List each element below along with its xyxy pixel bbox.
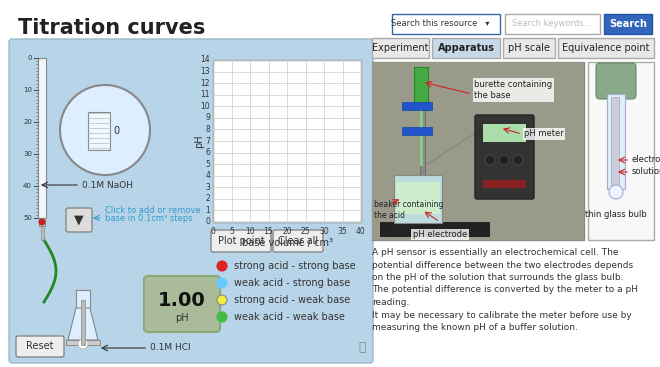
Text: 1.00: 1.00 [158, 291, 206, 309]
Text: ▼: ▼ [74, 214, 84, 226]
Bar [420, 67, 425, 223]
Text: strong acid - weak base: strong acid - weak base [234, 295, 350, 305]
Text: 2: 2 [205, 195, 210, 203]
Circle shape [38, 218, 46, 225]
Text: 0.1M NaOH: 0.1M NaOH [82, 181, 133, 189]
Text: Reset: Reset [26, 341, 53, 351]
Bar [38, 58, 46, 218]
Bar [483, 180, 526, 188]
Text: 40: 40 [356, 227, 366, 236]
Text: Search this resource   ▾: Search this resource ▾ [391, 19, 489, 29]
Text: 30: 30 [319, 227, 329, 236]
Text: strong acid - strong base: strong acid - strong base [234, 261, 356, 271]
Text: 3: 3 [205, 183, 210, 192]
Text: 5: 5 [229, 227, 234, 236]
Bar [503, 38, 555, 58]
Bar [483, 124, 526, 142]
Circle shape [217, 278, 227, 288]
FancyBboxPatch shape [144, 276, 220, 332]
Text: 5: 5 [205, 160, 210, 169]
Text: 10: 10 [23, 87, 32, 93]
Bar [505, 14, 600, 34]
Text: 0: 0 [28, 55, 32, 61]
Text: weak acid - strong base: weak acid - strong base [234, 278, 350, 288]
Text: 12: 12 [201, 79, 210, 88]
Text: Plot point: Plot point [218, 236, 264, 246]
Text: base volume / cm³: base volume / cm³ [242, 238, 333, 248]
FancyBboxPatch shape [211, 230, 271, 252]
FancyBboxPatch shape [66, 208, 92, 232]
Text: 20: 20 [23, 119, 32, 125]
Text: 8: 8 [205, 125, 210, 134]
Text: Search: Search [609, 19, 647, 29]
Text: 9: 9 [205, 113, 210, 122]
Bar [611, 97, 619, 185]
Text: 4: 4 [205, 171, 210, 180]
Circle shape [609, 185, 623, 199]
Text: 10: 10 [201, 102, 210, 111]
Text: pH: pH [194, 134, 204, 148]
Text: 6: 6 [205, 148, 210, 157]
Bar [558, 38, 654, 58]
Text: Experiment: Experiment [372, 43, 429, 53]
Text: Apparatus: Apparatus [438, 43, 494, 53]
Circle shape [513, 155, 523, 165]
Bar [607, 94, 625, 189]
Bar [81, 300, 85, 345]
Bar [604, 14, 652, 34]
Text: 11: 11 [201, 90, 210, 99]
Text: 30: 30 [23, 151, 32, 157]
Text: pH scale: pH scale [508, 43, 550, 53]
Text: Equivalence point: Equivalence point [562, 43, 649, 53]
Bar [432, 38, 500, 58]
Bar [39, 218, 45, 226]
Text: 40: 40 [23, 183, 32, 189]
Text: solutions: solutions [632, 167, 660, 177]
Text: 0: 0 [205, 218, 210, 226]
Bar [372, 38, 429, 58]
Text: electrodes: electrodes [632, 156, 660, 164]
Text: Clear all: Clear all [278, 236, 318, 246]
FancyBboxPatch shape [16, 336, 64, 357]
Bar [88, 112, 110, 150]
FancyBboxPatch shape [475, 115, 534, 199]
Bar [588, 62, 654, 240]
Text: Click to add or remove: Click to add or remove [105, 206, 201, 215]
Bar [402, 127, 432, 135]
Bar [392, 14, 500, 34]
Text: weak acid - weak base: weak acid - weak base [234, 312, 345, 322]
Bar [396, 182, 440, 214]
Bar [372, 62, 584, 240]
Text: 0.1M HCl: 0.1M HCl [150, 344, 191, 352]
Text: 35: 35 [338, 227, 347, 236]
Circle shape [60, 85, 150, 175]
Text: A pH sensor is essentially an electrochemical cell. The
potential difference bet: A pH sensor is essentially an electroche… [372, 248, 638, 332]
Text: 0: 0 [211, 227, 215, 236]
Text: pH: pH [175, 313, 189, 323]
Bar [380, 222, 490, 237]
Bar [40, 226, 44, 240]
Text: pH meter: pH meter [524, 130, 564, 138]
Text: 10: 10 [245, 227, 255, 236]
Text: 7: 7 [205, 137, 210, 145]
Text: 25: 25 [301, 227, 310, 236]
Circle shape [499, 155, 509, 165]
Text: ⤢: ⤢ [358, 341, 366, 354]
Bar [213, 60, 361, 222]
Bar [394, 175, 442, 223]
Text: Titration curves: Titration curves [18, 18, 205, 38]
FancyBboxPatch shape [596, 63, 636, 99]
Bar [402, 102, 432, 110]
Circle shape [217, 312, 227, 322]
Text: Search keywords...: Search keywords... [512, 19, 592, 29]
Text: 13: 13 [201, 67, 210, 76]
Text: 20: 20 [282, 227, 292, 236]
FancyBboxPatch shape [273, 230, 323, 252]
Text: base in 0.1cm³ steps: base in 0.1cm³ steps [105, 214, 193, 223]
Circle shape [485, 155, 495, 165]
FancyBboxPatch shape [9, 39, 373, 363]
Text: 1: 1 [205, 206, 210, 215]
Text: pH electrode: pH electrode [413, 230, 467, 239]
Bar [420, 106, 423, 166]
